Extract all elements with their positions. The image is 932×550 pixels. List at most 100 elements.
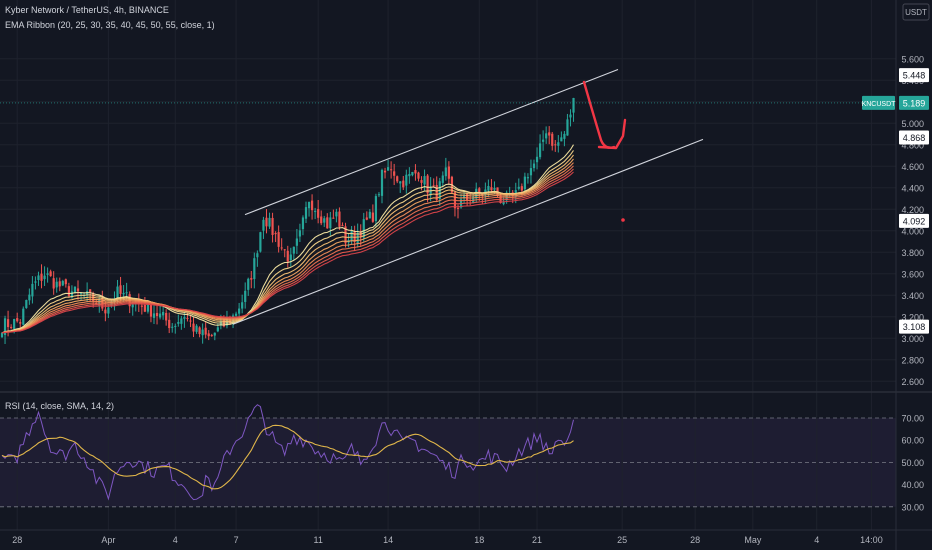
candle-body bbox=[131, 304, 134, 308]
rsi-axis-tick: 70.00 bbox=[901, 414, 924, 424]
candle-body bbox=[43, 275, 46, 280]
candle-body bbox=[25, 300, 28, 308]
candle-body bbox=[545, 133, 548, 139]
candle-body bbox=[165, 312, 168, 321]
candle-body bbox=[177, 322, 180, 324]
candle-body bbox=[201, 329, 204, 336]
currency-box bbox=[902, 3, 930, 21]
candle-body bbox=[411, 171, 414, 176]
candle-body bbox=[122, 292, 125, 295]
candle-body bbox=[390, 169, 393, 171]
channel-bottom-badge: 4.868 bbox=[903, 133, 926, 143]
candle-body bbox=[49, 271, 52, 277]
candle-body bbox=[456, 207, 460, 209]
low-level-badge: 3.108 bbox=[903, 322, 926, 332]
price-axis-tick: 4.400 bbox=[901, 183, 924, 193]
last-price-badge: 5.189 bbox=[903, 98, 926, 108]
candle-body bbox=[6, 319, 10, 328]
candle-body bbox=[253, 258, 256, 280]
currency-label: USDT bbox=[905, 8, 927, 17]
candle-body bbox=[329, 217, 332, 229]
candle-body bbox=[189, 320, 192, 322]
candle-body bbox=[490, 187, 493, 191]
candle-body bbox=[10, 326, 13, 328]
candle-body bbox=[377, 194, 381, 196]
candle-body bbox=[426, 175, 429, 194]
candle-body bbox=[31, 283, 34, 297]
ema-ribbon-legend: EMA Ribbon (20, 25, 30, 35, 40, 45, 50, … bbox=[5, 20, 215, 30]
annotation-arrow-head bbox=[597, 118, 627, 150]
price-axis-tick: 4.800 bbox=[901, 140, 924, 150]
price-axis-tick: 3.400 bbox=[901, 291, 924, 301]
candle-body bbox=[447, 166, 450, 179]
candle-body bbox=[210, 335, 213, 337]
candle-body bbox=[462, 194, 466, 199]
candle-body bbox=[301, 217, 305, 230]
candle-body bbox=[338, 211, 341, 227]
price-axis-tick: 4.000 bbox=[901, 226, 924, 236]
candle-body bbox=[268, 217, 271, 227]
rsi-axis-tick: 30.00 bbox=[901, 502, 924, 512]
candle-body bbox=[76, 288, 80, 292]
candle-body bbox=[417, 172, 420, 179]
candle-body bbox=[335, 211, 338, 217]
candle-body bbox=[46, 273, 49, 275]
time-axis-tick: Apr bbox=[101, 535, 115, 545]
candle-body bbox=[250, 278, 253, 280]
price-axis-tick: 4.200 bbox=[901, 205, 924, 215]
channel-bottom-badge-box bbox=[899, 130, 929, 145]
candle-body bbox=[478, 188, 481, 193]
price-axis-tick: 5.000 bbox=[901, 119, 924, 129]
channel-top-badge: 5.448 bbox=[903, 71, 926, 81]
price-axis-tick: 3.200 bbox=[901, 312, 924, 322]
candle-body bbox=[152, 313, 156, 318]
candle-body bbox=[374, 196, 378, 222]
candle-body bbox=[307, 201, 311, 209]
candle-body bbox=[554, 144, 557, 146]
ema-ribbon-line bbox=[1, 162, 574, 334]
time-axis-tick: 4 bbox=[173, 535, 178, 545]
ema-ribbon-line bbox=[1, 150, 574, 334]
candle-body bbox=[408, 173, 411, 177]
candle-body bbox=[569, 114, 572, 118]
candle-body bbox=[70, 291, 74, 298]
candle-body bbox=[192, 323, 195, 332]
candle-body bbox=[104, 309, 107, 314]
candle-body bbox=[274, 232, 277, 235]
candle-body bbox=[532, 163, 536, 169]
candle-body bbox=[67, 286, 70, 296]
time-axis-tick: 11 bbox=[313, 535, 322, 545]
candle-body bbox=[61, 281, 64, 286]
candle-body bbox=[64, 279, 67, 285]
candle-body bbox=[538, 143, 542, 158]
candle-body bbox=[323, 218, 326, 223]
candle-body bbox=[155, 312, 159, 317]
candle-body bbox=[174, 325, 177, 327]
candle-body bbox=[487, 186, 490, 191]
candle-body bbox=[420, 180, 423, 183]
ticker-badge-box bbox=[862, 95, 895, 110]
candle-body bbox=[283, 249, 286, 251]
candle-body bbox=[204, 327, 207, 335]
candle-body bbox=[551, 133, 554, 146]
ema-ribbon-line bbox=[1, 168, 574, 334]
time-axis-tick: 14 bbox=[383, 535, 393, 545]
candle-body bbox=[247, 278, 250, 290]
candle-body bbox=[28, 294, 31, 301]
candle-body bbox=[143, 304, 146, 312]
price-axis-tick: 3.600 bbox=[901, 269, 924, 279]
candle-body bbox=[241, 302, 244, 309]
candle-body bbox=[0, 332, 4, 338]
candle-body bbox=[493, 187, 496, 190]
candle-body bbox=[310, 200, 314, 211]
candle-body bbox=[371, 212, 374, 222]
time-axis-tick: 25 bbox=[617, 535, 627, 545]
candle-body bbox=[563, 133, 566, 139]
candle-body bbox=[362, 219, 365, 238]
time-axis-tick: May bbox=[744, 535, 762, 545]
candle-body bbox=[320, 216, 323, 224]
low-level-badge-box bbox=[899, 319, 929, 334]
price-axis-tick: 4.600 bbox=[901, 162, 924, 172]
candle-body bbox=[146, 302, 150, 312]
